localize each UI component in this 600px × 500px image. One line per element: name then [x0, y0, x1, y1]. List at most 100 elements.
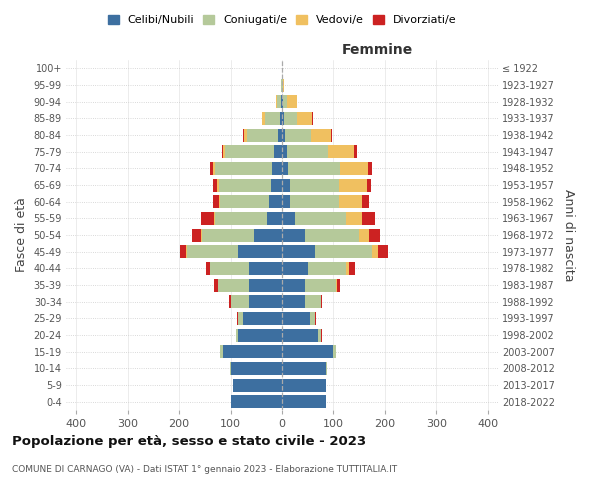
Bar: [282, 345, 334, 358]
Bar: [271, 178, 282, 192]
Bar: [201, 212, 214, 225]
Bar: [276, 95, 277, 108]
Bar: [266, 212, 282, 225]
Bar: [214, 278, 218, 291]
Bar: [202, 228, 254, 241]
Bar: [320, 295, 322, 308]
Bar: [362, 212, 374, 225]
Bar: [367, 178, 371, 192]
Bar: [284, 112, 297, 125]
Bar: [219, 195, 220, 208]
Bar: [331, 128, 332, 141]
Bar: [238, 245, 282, 258]
Bar: [217, 178, 219, 192]
Bar: [281, 78, 282, 92]
Bar: [282, 362, 326, 375]
Bar: [297, 112, 313, 125]
Bar: [305, 295, 320, 308]
Bar: [230, 395, 282, 408]
Bar: [223, 145, 226, 158]
Bar: [265, 112, 280, 125]
Bar: [372, 245, 378, 258]
Bar: [215, 162, 272, 175]
Bar: [340, 162, 368, 175]
Bar: [222, 145, 223, 158]
Bar: [338, 195, 362, 208]
Bar: [290, 178, 338, 192]
Bar: [210, 262, 248, 275]
Bar: [282, 395, 326, 408]
Bar: [274, 145, 282, 158]
Bar: [378, 245, 388, 258]
Bar: [295, 212, 346, 225]
Bar: [346, 262, 349, 275]
Bar: [236, 328, 238, 342]
Bar: [282, 128, 285, 141]
Bar: [282, 195, 290, 208]
Bar: [290, 195, 338, 208]
Bar: [338, 178, 367, 192]
Bar: [283, 78, 284, 92]
Bar: [186, 245, 187, 258]
Bar: [282, 178, 290, 192]
Bar: [287, 95, 298, 108]
Bar: [230, 362, 282, 375]
Bar: [305, 228, 359, 241]
Bar: [282, 95, 283, 108]
Text: Femmine: Femmine: [341, 42, 413, 56]
Bar: [283, 95, 287, 108]
Text: COMUNE DI CARNAGO (VA) - Dati ISTAT 1° gennaio 2023 - Elaborazione TUTTITALIA.IT: COMUNE DI CARNAGO (VA) - Dati ISTAT 1° g…: [12, 465, 397, 474]
Bar: [272, 162, 282, 175]
Bar: [282, 312, 310, 325]
Bar: [244, 312, 282, 325]
Bar: [311, 128, 331, 141]
Bar: [278, 128, 282, 141]
Bar: [218, 278, 248, 291]
Bar: [244, 128, 247, 141]
Bar: [269, 195, 282, 208]
Bar: [362, 195, 370, 208]
Bar: [248, 295, 282, 308]
Bar: [248, 262, 282, 275]
Bar: [316, 245, 372, 258]
Bar: [308, 262, 346, 275]
Bar: [215, 212, 266, 225]
Bar: [354, 145, 356, 158]
Y-axis label: Anni di nascita: Anni di nascita: [562, 188, 575, 281]
Bar: [287, 145, 328, 158]
Bar: [334, 345, 336, 358]
Bar: [320, 328, 322, 342]
Bar: [337, 278, 340, 291]
Bar: [288, 162, 340, 175]
Bar: [281, 95, 282, 108]
Bar: [277, 95, 281, 108]
Bar: [368, 162, 372, 175]
Bar: [212, 162, 215, 175]
Bar: [187, 245, 238, 258]
Bar: [220, 195, 269, 208]
Bar: [213, 195, 219, 208]
Bar: [282, 262, 308, 275]
Bar: [326, 362, 327, 375]
Bar: [179, 245, 186, 258]
Bar: [282, 378, 326, 392]
Bar: [219, 178, 271, 192]
Bar: [238, 328, 282, 342]
Legend: Celibi/Nubili, Coniugati/e, Vedovi/e, Divorziati/e: Celibi/Nubili, Coniugati/e, Vedovi/e, Di…: [103, 10, 461, 30]
Text: Popolazione per età, sesso e stato civile - 2023: Popolazione per età, sesso e stato civil…: [12, 435, 366, 448]
Bar: [282, 212, 295, 225]
Bar: [192, 228, 201, 241]
Bar: [220, 345, 223, 358]
Bar: [280, 112, 282, 125]
Y-axis label: Fasce di età: Fasce di età: [15, 198, 28, 272]
Bar: [282, 162, 288, 175]
Bar: [282, 245, 316, 258]
Bar: [247, 128, 278, 141]
Bar: [254, 228, 282, 241]
Bar: [282, 78, 283, 92]
Bar: [226, 145, 274, 158]
Bar: [318, 328, 320, 342]
Bar: [206, 262, 210, 275]
Bar: [282, 145, 287, 158]
Bar: [285, 128, 311, 141]
